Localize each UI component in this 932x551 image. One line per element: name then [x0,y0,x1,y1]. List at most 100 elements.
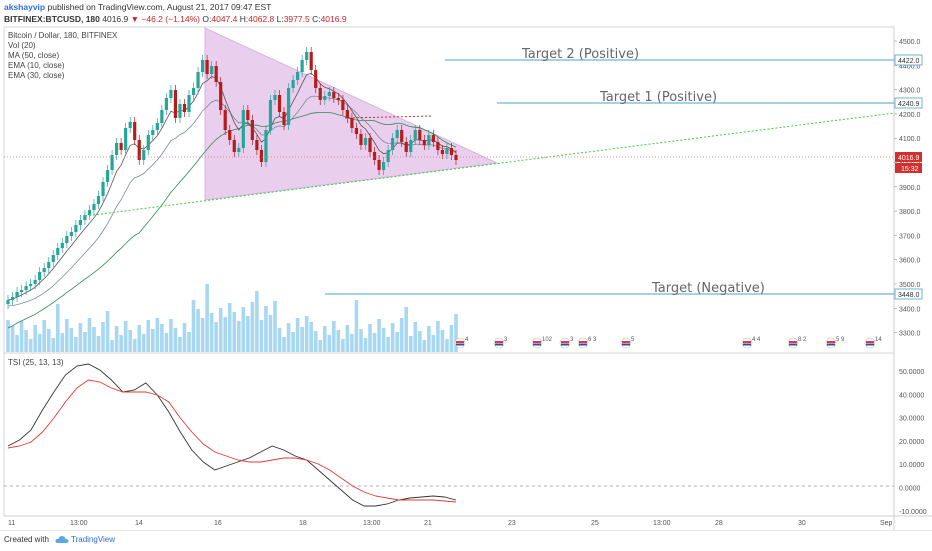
volume-bar [273,301,277,352]
volume-bar [83,332,87,352]
candle-body [237,148,241,152]
candle-body [205,60,209,74]
economic-event-marker[interactable]: 102 [531,337,553,349]
legend-ma50[interactable]: MA (50, close) [8,51,60,60]
volume-bar [74,337,78,352]
legend-tsi[interactable]: TSI (25, 13, 13) [8,358,64,367]
volume-bar [359,329,363,352]
volume-bar [350,334,354,352]
target2-label[interactable]: Target 2 (Positive) [521,47,639,62]
time-tick-label: Sep [880,520,893,527]
candle-body [286,88,291,125]
candle-body [391,138,395,150]
volume-bar [37,334,42,352]
time-axis[interactable]: 11 13:00 14 16 18 13:00 21 23 25 13:00 28 30 Sep [8,520,893,527]
candle-body [314,70,318,88]
candle-body [350,118,354,128]
candle-body [436,142,440,150]
economic-event-marker[interactable]: 5 [620,337,635,349]
candle-body [173,90,178,118]
ma50-line [7,112,457,329]
author-link[interactable]: akshayvip [4,2,46,12]
volume-bar [390,323,395,352]
candle-body [454,155,458,160]
volume-bar [417,331,422,352]
created-with-text: Created with [4,535,49,544]
last-price-tag [895,152,922,162]
target1-label[interactable]: Target 1 (Positive) [599,90,717,105]
economic-event-marker[interactable]: 8 2 [787,337,807,349]
price-axis[interactable]: 4500.04400.04300.04200.04100.04000.03900… [894,39,921,338]
price-pane[interactable] [3,26,895,354]
resistance-line[interactable] [344,115,434,119]
candle-body [386,150,390,162]
volume-bar [60,333,65,352]
volume-bar [332,321,336,352]
footer-bar: Created with TradingView [0,530,932,551]
svg-text:3: 3 [504,337,508,343]
time-tick-label: 18 [299,520,307,527]
tsi-pane[interactable] [3,352,895,517]
price-tick-label: 3400.0 [899,306,921,313]
tsi-tick-label: -10.0000 [899,509,927,516]
svg-text:5 9: 5 9 [836,337,845,343]
economic-event-marker[interactable]: 3 [493,337,508,349]
candle-body [427,135,431,145]
candle-body [191,88,196,95]
svg-text:14: 14 [875,337,882,343]
candle-body [422,140,426,145]
candle-body [74,225,78,232]
candle-body [296,72,300,80]
ohlc-high: 4062.8 [248,14,275,24]
volume-bar [368,324,372,352]
tsi-axis[interactable]: 50.0000 40.0000 30.0000 20.0000 10.0000 0.000… [899,369,927,516]
legend-symbol[interactable]: Bitcoin / Dollar, 180, BITFINEX [8,31,118,40]
target-negative-label[interactable]: Target (Negative) [651,281,765,296]
candle-body [133,122,137,140]
ohlc-open: 4047.4 [211,14,238,24]
tsi-signal-line [7,379,457,503]
economic-event-marker[interactable]: 4 4 [741,337,761,349]
economic-event-marker[interactable]: 14 [864,337,882,349]
economic-event-marker[interactable]: 3 [559,337,574,349]
candle-body [332,92,336,98]
candle-body [200,60,205,72]
candle-body [169,90,173,98]
candle-body [210,66,214,74]
candle-body [327,92,331,96]
volume-bar [250,302,255,352]
candle-body [368,138,372,152]
last-price-text: 4016.9 [898,155,920,162]
candle-body [377,160,381,170]
tsi-line [7,363,457,507]
price-tick-label: 4500.0 [899,39,921,46]
candle-body [214,66,218,82]
event-markers[interactable]: 4 3 102 3 6 3 5 4 4 8 2 5 9 14 [454,337,882,349]
svg-text:3: 3 [570,337,574,343]
time-tick-label: 30 [798,520,806,527]
tradingview-brand-link[interactable]: TradingView [71,535,116,544]
candle-body [300,60,304,72]
economic-event-marker[interactable]: 6 3 [577,337,597,349]
volume-bar [196,309,200,352]
tsi-tick-label: 0.0000 [899,486,921,493]
candle-body [445,148,449,154]
legend-ema10[interactable]: EMA (10, close) [8,61,65,70]
candle-body [164,98,168,110]
volume-bar [363,338,368,352]
candle-body [268,100,273,130]
volume-bar [377,319,381,352]
candle-body [29,284,33,286]
volume-bar [427,326,431,352]
candle-body [381,162,386,170]
candle-body [178,104,182,118]
candle-body [10,297,15,300]
economic-event-marker[interactable]: 5 9 [825,337,845,349]
legend-ema30[interactable]: EMA (30, close) [8,71,65,80]
time-tick-label: 21 [424,520,432,527]
economic-event-marker[interactable]: 4 [454,337,469,349]
candle-body [24,286,28,290]
legend-vol[interactable]: Vol (20) [8,41,36,50]
volume-bar [19,321,24,352]
